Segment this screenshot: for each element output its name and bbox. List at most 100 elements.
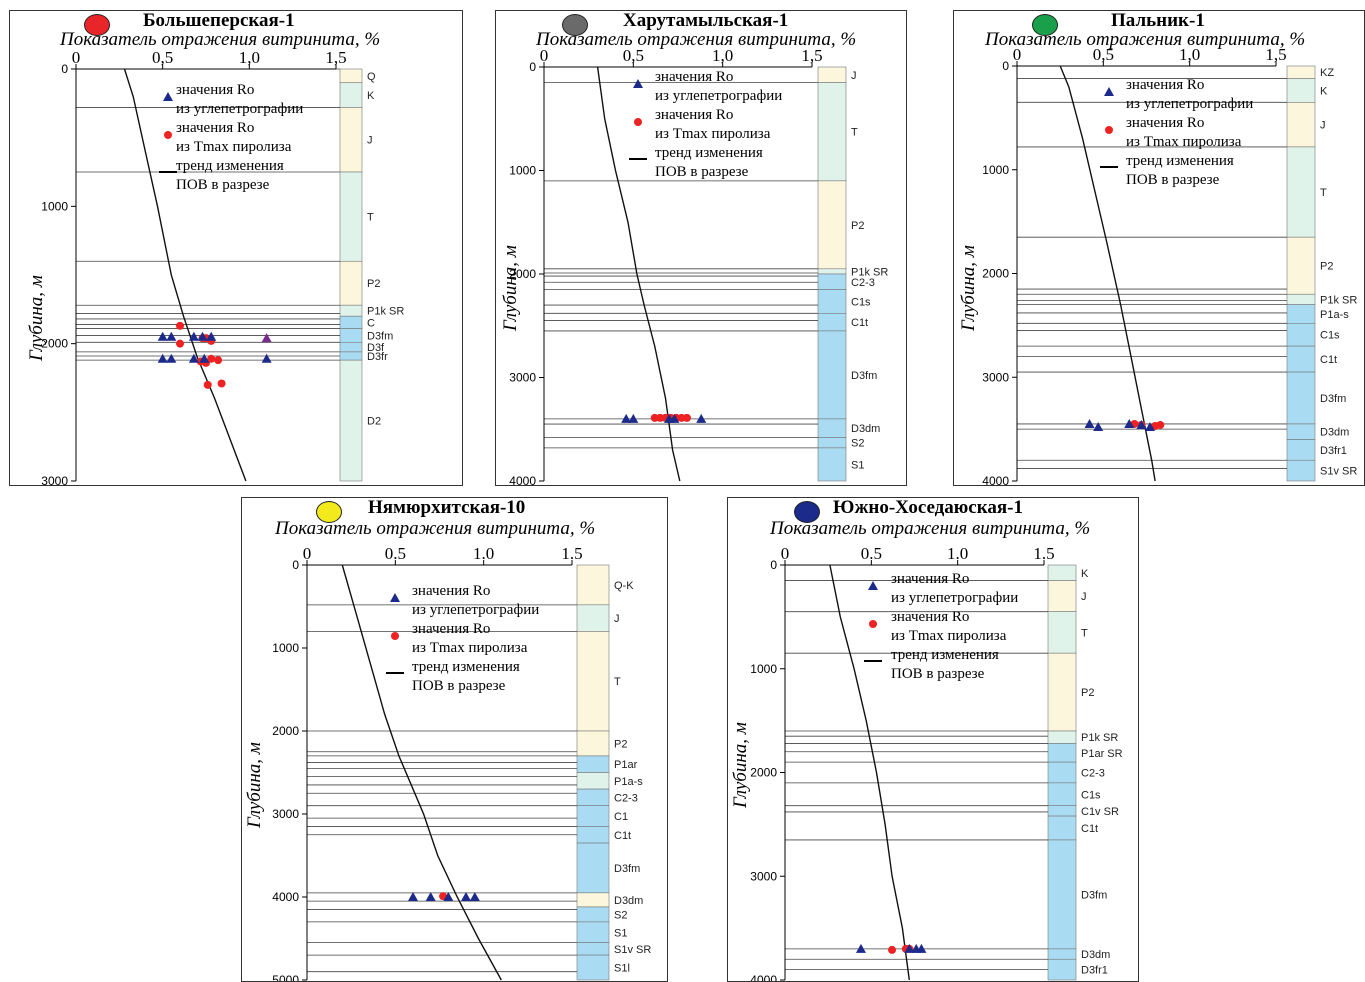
well-chart-nyamyurkhitskaya: Q-K J T P2 P1ar P1a-s C2-3 C1 C1t D3fm D3dm S2 S1 S1v… xyxy=(241,497,668,982)
y-axis-label: Глубина, м xyxy=(958,245,979,331)
strat-label: D3fm xyxy=(851,370,877,382)
well-marker-badge xyxy=(562,14,588,36)
strat-layer xyxy=(339,341,363,353)
trend-line xyxy=(829,564,910,981)
strat-layer xyxy=(576,772,610,790)
strat-label: C1t xyxy=(851,317,868,329)
legend-ro-symbol xyxy=(1104,87,1114,96)
strat-layer xyxy=(1286,459,1316,482)
y-axis-label: Глубина, м xyxy=(500,245,521,331)
legend-trend-label-2: ПОВ в разрезе xyxy=(412,678,506,694)
legend-tmax-label-2: из Tmax пиролиза xyxy=(1126,134,1242,150)
strat-label: D3fm xyxy=(614,863,640,875)
strat-label: T xyxy=(614,676,621,688)
legend-ro-symbol xyxy=(163,92,173,101)
legend-tmax-label-1: значения Ro xyxy=(412,621,491,637)
chart-title: Нямюрхитская-10 xyxy=(368,497,526,518)
strat-label: Q xyxy=(367,71,376,83)
strat-label: C2-3 xyxy=(851,277,875,289)
well-marker-badge xyxy=(316,501,342,523)
legend-tmax-label-2: из Tmax пиролиза xyxy=(176,139,292,155)
strat-label: D3fr xyxy=(367,351,388,363)
y-tick-label: 0 xyxy=(770,558,777,572)
x-tick-label: 0 xyxy=(303,544,312,563)
strat-layer xyxy=(1286,345,1316,373)
strat-label: J xyxy=(1081,591,1087,603)
well-chart-bolsheperskaya: Q K J T P2 P1k SR C D3fm D3f D3fr D2 0 0,5 1,0 1,5 0 100… xyxy=(9,10,463,486)
strat-layer xyxy=(339,82,363,108)
legend-trend-label-1: тренд изменения xyxy=(176,158,284,174)
strat-label: K xyxy=(1081,568,1089,580)
well-marker-badge xyxy=(84,14,110,36)
strat-layer xyxy=(817,447,847,482)
strat-layer xyxy=(1286,146,1316,238)
y-axis-label: Глубина, м xyxy=(26,275,47,361)
legend-ro-label-2: из углепетрографии xyxy=(655,88,783,104)
strat-layer xyxy=(576,805,610,827)
legend-ro-label-1: значения Ro xyxy=(655,69,734,85)
y-tick-label: 3000 xyxy=(509,371,536,385)
strat-label: C2-3 xyxy=(614,792,638,804)
legend: значения Ro из углепетрографии значения … xyxy=(1126,76,1253,190)
strat-layer xyxy=(817,82,847,182)
strat-layer xyxy=(1286,65,1316,79)
x-axis-label: Показатель отражения витринита, % xyxy=(536,29,857,50)
strat-label: C1t xyxy=(1320,354,1337,366)
legend-ro-label-2: из углепетрографии xyxy=(1126,96,1254,112)
y-tick-label: 3000 xyxy=(272,807,299,821)
strat-layer xyxy=(1286,293,1316,305)
ro-point xyxy=(408,892,418,901)
strat-layer xyxy=(1047,730,1077,744)
x-tick-label: 0,5 xyxy=(152,48,173,67)
y-tick-label: 4000 xyxy=(272,890,299,904)
strat-label: S2 xyxy=(851,438,864,450)
y-tick-label: 4000 xyxy=(750,973,777,982)
tmax-point xyxy=(217,379,226,388)
strat-label: P1k SR xyxy=(1081,732,1118,744)
x-axis-label: Показатель отражения витринита, % xyxy=(770,518,1091,539)
strat-label: C1 xyxy=(614,811,628,823)
legend-tmax-symbol xyxy=(1105,126,1113,134)
strat-label: T xyxy=(1081,627,1088,639)
y-tick-label: 3000 xyxy=(41,474,68,486)
well-chart-palnik: KZ K J T P2 P1k SR P1a-s C1s C1t D3fm D3dm D3fr1 S1v… xyxy=(953,10,1365,486)
strat-layer xyxy=(1047,839,1077,950)
x-tick-label: 1,0 xyxy=(712,46,733,65)
trend-line xyxy=(1059,65,1156,482)
chart-title: Большеперская-1 xyxy=(143,10,295,31)
tmax-point xyxy=(214,356,223,365)
x-tick-label: 0.5 xyxy=(385,544,406,563)
legend-trend-label-1: тренд изменения xyxy=(891,647,999,663)
ro-point xyxy=(916,943,927,953)
strat-label: P2 xyxy=(1081,687,1094,699)
strat-label: Q-K xyxy=(614,580,634,592)
chart-title: Пальник-1 xyxy=(1111,10,1205,31)
ro-point xyxy=(425,892,436,901)
chart-title: Харутамыльская-1 xyxy=(623,10,789,31)
strat-label: P2 xyxy=(614,738,627,750)
ro-point xyxy=(1124,418,1135,428)
legend-trend-label-1: тренд изменения xyxy=(655,145,763,161)
strat-label: C2-3 xyxy=(1081,768,1105,780)
x-axis-label: Показатель отражения витринита, % xyxy=(60,29,381,50)
strat-layer xyxy=(817,289,847,314)
x-tick-label: 0,5 xyxy=(1093,45,1114,64)
strat-layer xyxy=(1286,304,1316,324)
strat-layer xyxy=(576,892,610,908)
ro-point xyxy=(1136,419,1147,429)
ro-point xyxy=(669,413,680,423)
x-tick-label: 1.5 xyxy=(561,544,582,563)
ro-point xyxy=(166,331,177,341)
ro-point xyxy=(469,892,480,901)
strat-layer xyxy=(1047,652,1077,732)
legend: значения Ro из углепетрографии значения … xyxy=(891,570,1018,684)
legend-ro-label-2: из углепетрографии xyxy=(412,602,540,618)
ro-point xyxy=(1093,422,1104,432)
chart-plot-area: Q-K J T P2 P1ar P1a-s C2-3 C1 C1t D3fm D3dm S2 S1 S1v… xyxy=(272,544,651,981)
strat-layer xyxy=(1286,78,1316,103)
strat-layer xyxy=(339,171,363,262)
x-axis-label: Показатель отражения витринита, % xyxy=(275,518,596,539)
tmax-point xyxy=(888,945,897,954)
legend-trend-label-2: ПОВ в разрезе xyxy=(655,164,749,180)
